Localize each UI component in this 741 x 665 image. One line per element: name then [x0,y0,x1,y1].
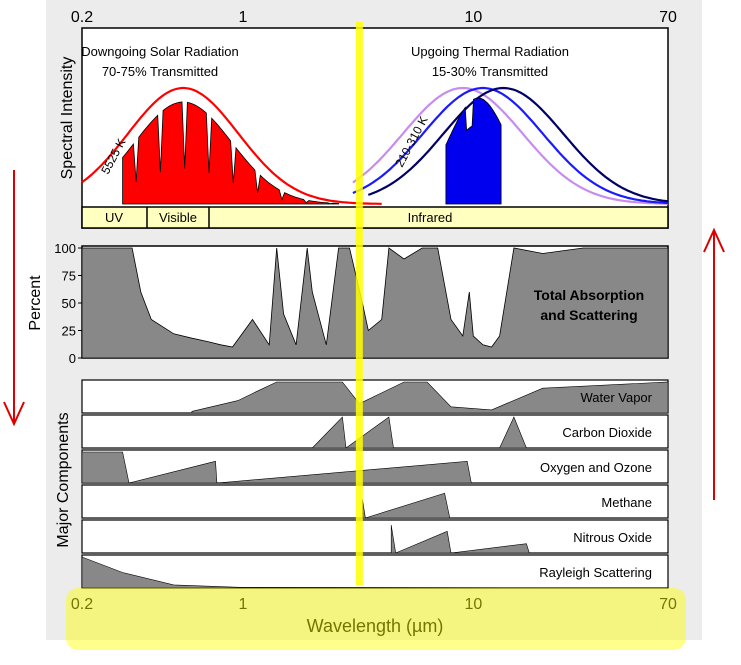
component-absorption-area [191,381,669,414]
band-visible: Visible [159,210,197,225]
spectral-curves [81,86,669,205]
component-label: Methane [601,495,652,510]
thermal-subtitle: 15-30% Transmitted [432,64,548,79]
component-strips: Water Vapor Carbon Dioxide Oxygen and Ozon… [81,379,669,589]
component-absorption-area [81,451,472,484]
up-arrow [703,227,725,500]
total-y-tick-label: 50 [62,296,76,311]
thermal-title: Upgoing Thermal Radiation [411,44,569,59]
thermal-curve-210k [367,86,669,203]
total-absorption-area [81,247,669,359]
bottom-tick-label: 1 [239,596,248,613]
top-tick-labels: 0.2 1 10 70 [71,9,677,26]
solar-title: Downgoing Solar Radiation [81,44,239,59]
solar-subtitle: 70-75% Transmitted [102,64,218,79]
spectral-panel: Downgoing Solar Radiation 70-75% Transmi… [59,27,669,229]
total-label-line-1: Total Absorption [534,287,644,303]
component-label: Nitrous Oxide [573,530,652,545]
band-uv: UV [105,210,123,225]
x-axis-label: Wavelength (µm) [307,616,444,636]
thermal-curve-310k [352,86,669,205]
component-label: Oxygen and Ozone [540,460,652,475]
top-tick-label: 0.2 [71,9,93,26]
bottom-tick-label: 10 [464,596,482,613]
solar-blackbody-curve [81,86,382,205]
total-y-tick-label: 100 [54,241,76,256]
wavelength-highlight [66,588,686,650]
total-absorption-panel: 100 75 50 25 0 Total Absorption and Scatteri… [27,241,669,366]
bottom-tick-label: 70 [659,596,677,613]
thermal-curve-260k [352,86,669,205]
top-tick-label: 70 [659,9,677,26]
component-label: Carbon Dioxide [562,425,652,440]
component-absorption-area [311,416,527,449]
total-y-tick-label: 25 [62,324,76,339]
component-label: Water Vapor [580,390,652,405]
total-y-tick-label: 0 [69,351,76,366]
thermal-transmitted-area [445,97,502,205]
component-label: Rayleigh Scattering [539,565,652,580]
band-strip [81,206,669,229]
bottom-tick-label: 0.2 [71,596,93,613]
component-absorption-area [390,525,530,554]
band-infrared: Infrared [408,210,453,225]
total-y-ticks: 100 75 50 25 0 [54,241,82,366]
component-absorption-area [81,556,669,589]
component-strip-box [81,519,669,554]
top-tick-label: 1 [239,9,248,26]
bottom-tick-labels: 0.2 1 10 70 [71,596,677,613]
total-label-line-2: and Scattering [540,307,637,323]
solar-transmitted-area [122,101,339,205]
components-ylabel: Major Components [55,412,72,547]
spectral-ylabel: Spectral Intensity [59,57,76,180]
total-y-tick-label: 75 [62,269,76,284]
total-ylabel: Percent [27,275,44,331]
component-strip-box [81,484,669,519]
top-tick-label: 10 [464,9,482,26]
down-arrow [3,170,25,427]
